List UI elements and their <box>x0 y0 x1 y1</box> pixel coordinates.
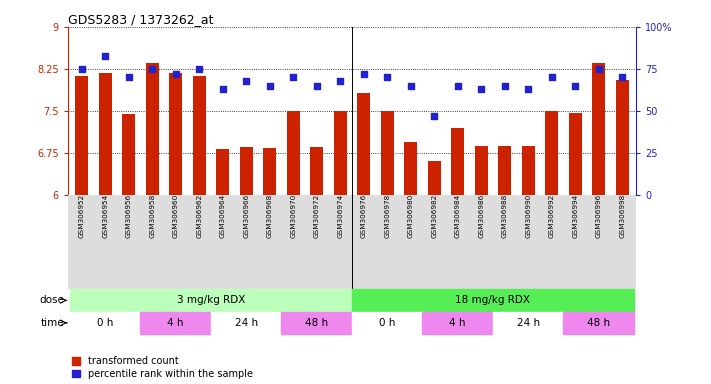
Bar <box>146 63 159 195</box>
Point <box>429 113 440 119</box>
Point <box>405 83 417 89</box>
Bar <box>140 311 211 334</box>
Bar <box>616 80 629 195</box>
Point <box>476 86 487 92</box>
Point <box>240 78 252 84</box>
Text: 4 h: 4 h <box>449 318 466 328</box>
Point <box>452 83 464 89</box>
Point <box>382 74 393 81</box>
Point <box>193 66 205 72</box>
Bar <box>287 111 299 195</box>
Text: 0 h: 0 h <box>97 318 113 328</box>
Text: 4 h: 4 h <box>167 318 184 328</box>
Bar <box>211 311 282 334</box>
Bar <box>310 147 324 195</box>
Bar <box>545 111 558 195</box>
Bar <box>352 311 422 334</box>
Point <box>593 66 604 72</box>
Point <box>358 71 370 77</box>
Point <box>123 74 134 81</box>
Bar <box>169 73 182 195</box>
Point <box>570 83 581 89</box>
Text: 0 h: 0 h <box>379 318 395 328</box>
Bar <box>122 114 135 195</box>
Bar <box>357 93 370 195</box>
Text: 24 h: 24 h <box>235 318 258 328</box>
Bar <box>333 111 347 195</box>
Bar <box>240 147 252 195</box>
Point <box>523 86 534 92</box>
Text: 48 h: 48 h <box>587 318 610 328</box>
Bar <box>522 146 535 195</box>
Bar <box>592 63 605 195</box>
Text: 3 mg/kg RDX: 3 mg/kg RDX <box>177 295 245 305</box>
Bar <box>405 142 417 195</box>
Bar <box>282 311 352 334</box>
Point <box>287 74 299 81</box>
Bar <box>99 73 112 195</box>
Bar <box>380 111 394 195</box>
Bar <box>193 76 205 195</box>
Text: 24 h: 24 h <box>517 318 540 328</box>
Bar <box>493 311 564 334</box>
Text: 18 mg/kg RDX: 18 mg/kg RDX <box>456 295 530 305</box>
Point <box>616 74 628 81</box>
Legend: transformed count, percentile rank within the sample: transformed count, percentile rank withi… <box>73 356 253 379</box>
Bar <box>569 113 582 195</box>
Text: dose: dose <box>39 295 64 305</box>
Point <box>170 71 181 77</box>
Point <box>217 86 228 92</box>
Bar <box>70 311 140 334</box>
Point <box>499 83 510 89</box>
Point <box>76 66 87 72</box>
Text: GDS5283 / 1373262_at: GDS5283 / 1373262_at <box>68 13 213 26</box>
Point <box>100 53 111 59</box>
Point <box>311 83 322 89</box>
Bar <box>428 161 441 195</box>
Point <box>264 83 275 89</box>
Point <box>146 66 158 72</box>
Bar <box>451 128 464 195</box>
Bar <box>263 148 276 195</box>
Bar <box>352 289 634 311</box>
Bar <box>422 311 493 334</box>
Bar <box>564 311 634 334</box>
Point <box>334 78 346 84</box>
Point <box>546 74 557 81</box>
Bar <box>475 146 488 195</box>
Bar <box>70 289 352 311</box>
Text: 48 h: 48 h <box>305 318 328 328</box>
Bar <box>216 149 229 195</box>
Bar <box>498 146 511 195</box>
Bar <box>75 76 88 195</box>
Text: time: time <box>41 318 64 328</box>
